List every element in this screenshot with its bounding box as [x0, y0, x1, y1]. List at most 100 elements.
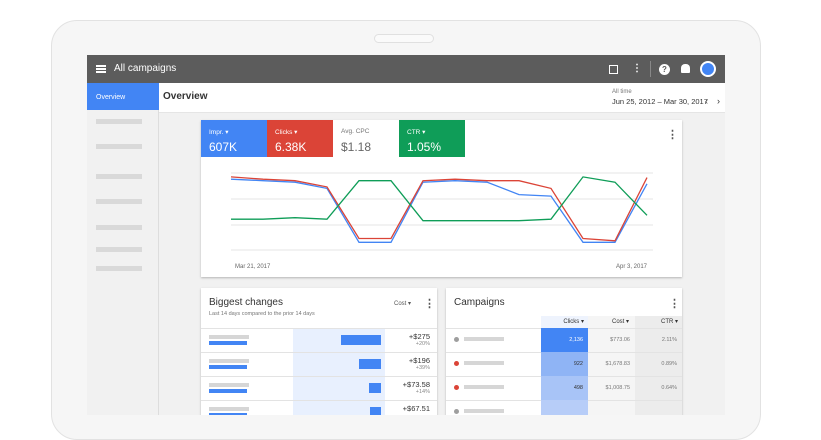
metric-value: 607K	[209, 140, 238, 154]
clicks-cell: 498	[573, 385, 583, 391]
campaign-name-placeholder[interactable]	[464, 361, 504, 365]
clicks-cell-bg	[541, 376, 588, 400]
change-bar	[341, 335, 381, 345]
help-icon[interactable]: ?	[659, 64, 670, 75]
column-header-cost[interactable]: Cost ▾	[611, 319, 629, 325]
menu-icon[interactable]	[96, 65, 106, 73]
page-title: Overview	[163, 91, 208, 102]
sidebar-item-placeholder[interactable]	[96, 266, 142, 271]
device-speaker	[374, 34, 434, 43]
item-name-placeholder[interactable]	[209, 359, 249, 363]
chevron-right-icon[interactable]: ›	[717, 96, 720, 106]
reports-icon[interactable]	[609, 65, 618, 74]
ctr-cell: 2.11%	[661, 337, 677, 343]
change-value: +$275	[408, 332, 430, 341]
x-tick-label: Mar 21, 2017	[235, 264, 271, 270]
column-header-clicks[interactable]: Clicks ▾	[563, 319, 584, 325]
metric-value: 6.38K	[275, 140, 307, 154]
biggest-changes-card: Biggest changes Last 14 days compared to…	[201, 288, 437, 415]
row-divider	[201, 328, 437, 329]
item-name-placeholder[interactable]	[209, 383, 249, 387]
card-title: Biggest changes	[209, 297, 283, 308]
campaigns-card: Campaigns ⋮ Clicks ▾ Cost ▾ CTR ▾ 2,136 …	[446, 288, 682, 415]
column-header-ctr[interactable]: CTR ▾	[660, 319, 678, 325]
sidebar-item-overview[interactable]: Overview	[87, 83, 159, 110]
row-divider	[201, 400, 437, 401]
clicks-cell-bg	[541, 328, 588, 352]
metric-avg-cpc[interactable]: Avg. CPC $1.18	[333, 120, 399, 157]
change-value: +$196	[408, 356, 430, 365]
change-bar	[369, 383, 381, 393]
clicks-cell-bg	[541, 352, 588, 376]
item-bar	[209, 413, 247, 415]
app-title: All campaigns	[114, 63, 177, 74]
row-divider	[201, 376, 437, 377]
cost-cell: $773.06	[610, 337, 630, 343]
ctr-cell: 0.64%	[661, 385, 677, 391]
cost-column	[588, 316, 635, 415]
change-value: +$73.58	[402, 380, 430, 389]
status-icon	[454, 409, 459, 414]
campaign-name-placeholder[interactable]	[464, 385, 504, 389]
sidebar-item-placeholder[interactable]	[96, 225, 142, 230]
item-bar	[209, 389, 247, 393]
notifications-icon[interactable]	[681, 64, 690, 73]
metric-ctr[interactable]: CTR ▾ 1.05%	[399, 120, 465, 157]
page-header: Overview All time Jun 25, 2012 – Mar 30,…	[159, 83, 725, 113]
chevron-left-icon[interactable]: ‹	[705, 96, 708, 106]
cost-cell: $1,678.83	[605, 361, 630, 367]
sidebar: Overview	[87, 83, 159, 415]
status-icon	[454, 385, 459, 390]
sidebar-item-placeholder[interactable]	[96, 247, 142, 252]
campaign-name-placeholder[interactable]	[464, 409, 504, 413]
metric-value: 1.05%	[407, 140, 442, 154]
overview-line-chart: Mar 21, 2017 Apr 3, 2017	[230, 172, 653, 270]
item-bar	[209, 341, 247, 345]
metric-label: Clicks ▾	[275, 129, 298, 136]
avatar[interactable]	[700, 61, 716, 77]
metric-label: Impr. ▾	[209, 129, 229, 136]
clicks-cell-bg	[541, 400, 588, 415]
item-bar	[209, 365, 247, 369]
more-vert-icon[interactable]: ⋮	[669, 298, 680, 310]
change-percent: +20%	[415, 341, 430, 347]
metric-label: CTR ▾	[407, 129, 426, 136]
change-bar	[370, 407, 381, 415]
row-divider	[201, 352, 437, 353]
metric-clicks[interactable]: Clicks ▾ 6.38K	[267, 120, 333, 157]
sidebar-item-placeholder[interactable]	[96, 144, 142, 149]
ctr-cell: 0.89%	[661, 361, 677, 367]
metric-value: $1.18	[341, 140, 372, 154]
sidebar-item-placeholder[interactable]	[96, 119, 142, 124]
more-vert-icon[interactable]: ⋮	[632, 63, 642, 74]
sort-dropdown[interactable]: Cost ▾	[394, 301, 412, 307]
overview-card: Impr. ▾ 607K Clicks ▾ 6.38K Avg. CPC $1.…	[201, 120, 682, 277]
change-percent: +14%	[415, 389, 430, 395]
more-vert-icon[interactable]: ⋮	[424, 298, 435, 310]
clicks-cell: 2,136	[569, 337, 583, 343]
ctr-column	[635, 316, 682, 415]
app-screen: All campaigns ⋮ ? Overview Overview All …	[87, 55, 725, 415]
series-line-0	[230, 178, 648, 243]
sidebar-item-placeholder[interactable]	[96, 174, 142, 179]
toolbar-divider	[650, 61, 651, 77]
date-range-picker[interactable]: Jun 25, 2012 – Mar 30, 2017	[612, 97, 708, 106]
item-name-placeholder[interactable]	[209, 335, 249, 339]
x-tick-label: Apr 3, 2017	[616, 264, 648, 270]
status-icon	[454, 361, 459, 366]
status-icon	[454, 337, 459, 342]
more-vert-icon[interactable]: ⋮	[667, 129, 678, 141]
card-title: Campaigns	[454, 297, 505, 308]
clicks-cell: 922	[573, 361, 583, 367]
change-percent: +39%	[415, 365, 430, 371]
metric-impressions[interactable]: Impr. ▾ 607K	[201, 120, 267, 157]
campaign-name-placeholder[interactable]	[464, 337, 504, 341]
series-line-1	[230, 176, 648, 242]
item-name-placeholder[interactable]	[209, 407, 249, 411]
date-range-label: All time	[612, 89, 632, 95]
sidebar-item-placeholder[interactable]	[96, 199, 142, 204]
cost-cell: $1,008.75	[605, 385, 630, 391]
series-line-2	[231, 176, 648, 222]
metric-label: Avg. CPC	[341, 128, 370, 135]
top-app-bar: All campaigns ⋮ ?	[87, 55, 725, 83]
